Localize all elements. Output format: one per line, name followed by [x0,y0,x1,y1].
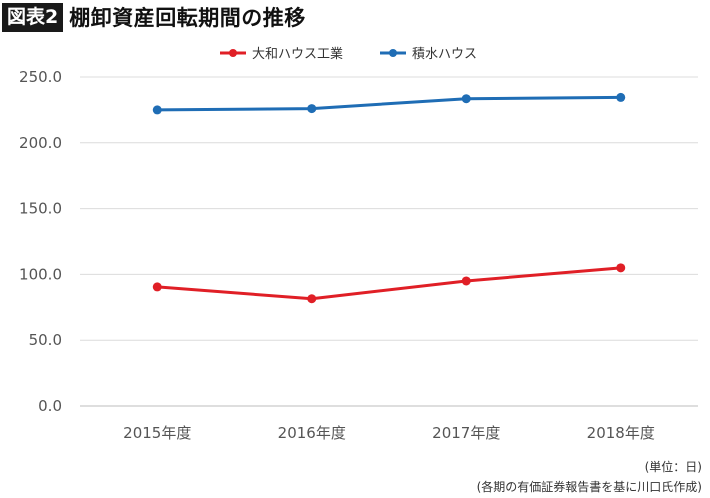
legend: 大和ハウス工業 積水ハウス [220,46,477,62]
figure-badge: 図表2 [2,2,64,32]
legend-item-1: 積水ハウス [380,47,477,62]
y-tick-label: 100.0 [19,265,62,283]
y-axis-ticks: 0.0 50.0 100.0 150.0 200.0 250.0 [19,68,62,415]
unit-note: (単位：日) [644,460,702,474]
data-point [616,92,626,102]
legend-label: 大和ハウス工業 [252,46,343,62]
data-point [461,276,471,286]
legend-swatch-marker [229,49,237,57]
data-point [307,104,317,114]
data-point [152,282,162,292]
y-tick-label: 200.0 [19,134,62,152]
x-tick-label: 2015年度 [123,424,191,442]
title-row: 図表2 棚卸資産回転期間の推移 [2,2,306,32]
series-line [157,95,621,112]
data-point [616,263,626,273]
series-line [157,266,621,301]
series-0 [152,263,626,304]
chart-title: 棚卸資産回転期間の推移 [69,6,306,30]
y-tick-label: 50.0 [29,331,62,349]
series-1 [152,92,626,115]
legend-swatch-marker [389,49,397,57]
y-tick-label: 150.0 [19,200,62,218]
y-tick-label: 0.0 [38,397,62,415]
legend-label: 積水ハウス [412,47,477,62]
grid-lines [80,76,698,407]
legend-item-0: 大和ハウス工業 [220,46,343,62]
x-axis-ticks: 2015年度 2016年度 2017年度 2018年度 [123,424,655,442]
data-point [152,105,162,115]
x-tick-label: 2016年度 [278,424,346,442]
x-tick-label: 2018年度 [587,424,655,442]
data-point [461,94,471,104]
source-note: (各期の有価証券報告書を基に川口氏作成) [476,480,702,494]
x-tick-label: 2017年度 [432,424,500,442]
data-point [307,294,317,304]
series-group [152,92,626,304]
y-tick-label: 250.0 [19,68,62,86]
